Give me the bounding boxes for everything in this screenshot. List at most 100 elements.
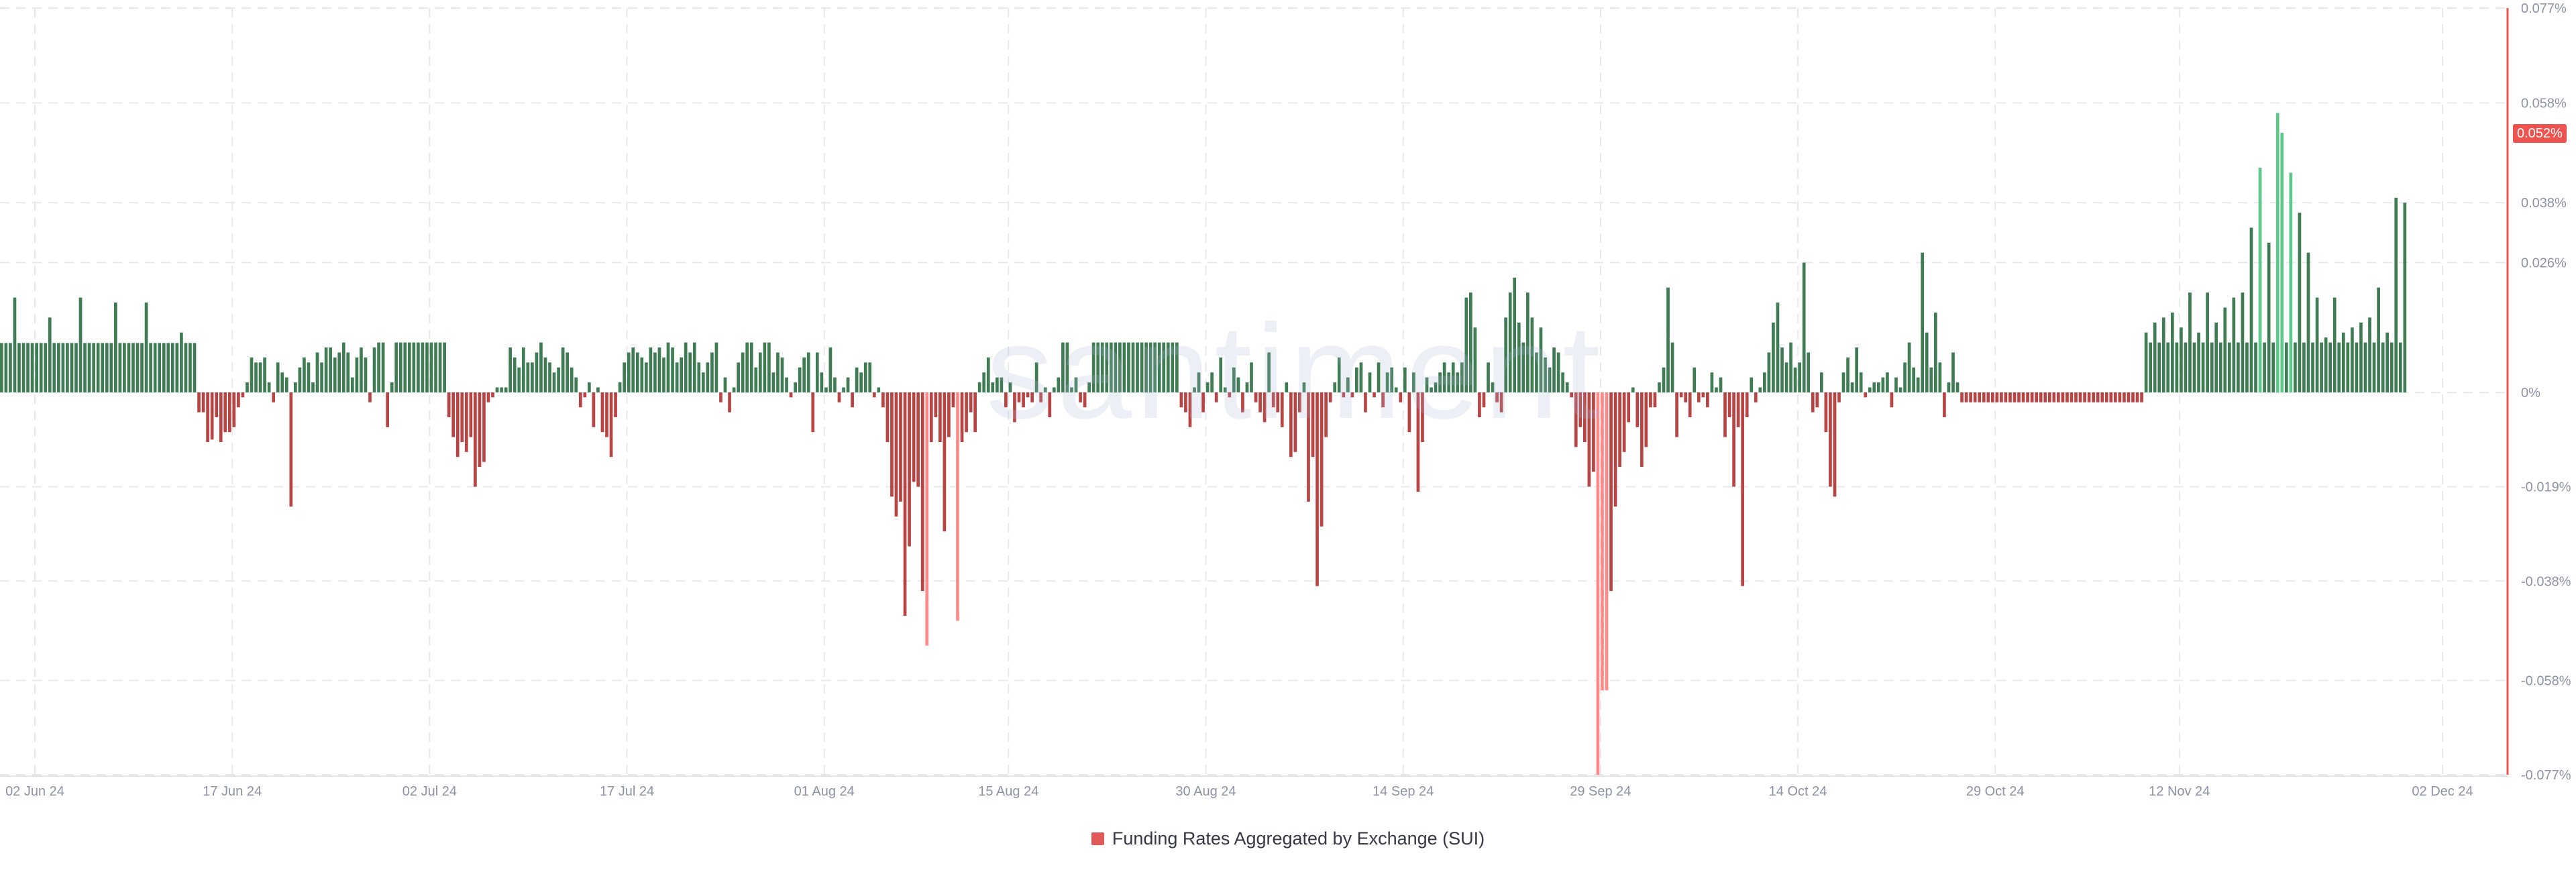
bar — [1635, 392, 1640, 427]
bar — [267, 382, 271, 392]
bar — [1933, 312, 1937, 392]
bar — [2109, 392, 2113, 402]
bar — [1337, 357, 1341, 392]
bar — [1057, 377, 1061, 392]
bar — [298, 367, 302, 392]
bar — [1912, 367, 1915, 392]
bar — [2140, 392, 2143, 402]
bar — [1890, 392, 1894, 408]
bar — [1666, 287, 1670, 392]
y-tick-label: 0% — [2521, 386, 2540, 400]
bar — [2201, 342, 2205, 392]
bar — [1421, 392, 1424, 443]
bar — [2078, 392, 2082, 402]
bar — [1026, 392, 1030, 398]
bar — [1631, 387, 1635, 392]
bar — [1947, 382, 1951, 392]
bar — [1131, 342, 1135, 392]
bar — [1328, 392, 1332, 402]
bar — [1407, 392, 1411, 433]
bar — [149, 343, 152, 392]
bar — [78, 297, 83, 392]
bar — [1688, 392, 1692, 418]
bar — [337, 352, 341, 392]
bar — [548, 362, 551, 392]
bar — [1342, 392, 1346, 398]
bar — [2074, 392, 2078, 402]
bar — [451, 392, 455, 437]
bar — [272, 392, 276, 402]
bar — [1499, 392, 1503, 413]
bar — [837, 392, 841, 402]
bar — [535, 352, 539, 392]
bar — [1592, 392, 1595, 472]
bar — [1087, 382, 1091, 392]
bar — [1644, 392, 1648, 447]
bar — [355, 357, 359, 392]
bar — [219, 392, 223, 443]
bar — [1403, 367, 1407, 392]
x-tick-label: 02 Jun 24 — [5, 784, 64, 799]
bar — [2008, 392, 2012, 402]
y-tick-label: 0.058% — [2521, 96, 2567, 111]
bar — [1697, 392, 1701, 402]
bar — [684, 342, 688, 392]
legend[interactable]: Funding Rates Aggregated by Exchange (SU… — [0, 825, 2576, 852]
bar — [1447, 372, 1451, 392]
y-tick-label: -0.058% — [2521, 673, 2571, 688]
bar — [478, 392, 482, 468]
bar — [719, 392, 722, 402]
bar — [749, 342, 753, 392]
bar — [1074, 377, 1078, 392]
bar — [2000, 392, 2003, 402]
bar — [1430, 387, 1433, 392]
bar — [574, 377, 578, 392]
bar — [1824, 392, 1828, 433]
bar — [1105, 342, 1109, 392]
bar — [495, 387, 499, 392]
bar — [2114, 392, 2117, 402]
bar — [434, 342, 437, 392]
bar — [1157, 342, 1161, 392]
bar — [1469, 292, 1472, 392]
bar — [1276, 392, 1280, 413]
bar — [517, 367, 521, 392]
bar — [70, 343, 74, 392]
bar — [2346, 342, 2350, 392]
bar — [1990, 392, 1994, 402]
bar — [916, 392, 920, 487]
bar — [863, 362, 867, 392]
bar — [1710, 372, 1714, 392]
bar — [846, 377, 850, 392]
bar — [1079, 392, 1082, 402]
bar — [189, 343, 192, 392]
bar — [2403, 203, 2407, 392]
bar — [56, 343, 60, 392]
bar — [447, 392, 451, 418]
bar — [52, 343, 56, 392]
bar — [1978, 392, 1982, 402]
bar — [140, 343, 144, 392]
bar — [2087, 392, 2091, 402]
bar — [2372, 342, 2376, 392]
bar — [1780, 347, 1784, 392]
bar — [758, 352, 762, 392]
bar — [184, 343, 188, 392]
bar — [956, 392, 959, 621]
bar — [210, 392, 214, 440]
bar — [1464, 297, 1468, 392]
bar — [341, 342, 345, 392]
bar — [986, 357, 990, 392]
bar — [977, 382, 981, 392]
bar — [912, 392, 916, 482]
bar — [1442, 362, 1446, 392]
bar — [294, 382, 297, 392]
bar — [1929, 367, 1933, 392]
bar — [1881, 377, 1885, 392]
bar — [469, 392, 473, 437]
bar — [1745, 392, 1749, 418]
bar — [1232, 367, 1236, 392]
bar — [1601, 392, 1604, 691]
bar — [96, 343, 100, 392]
